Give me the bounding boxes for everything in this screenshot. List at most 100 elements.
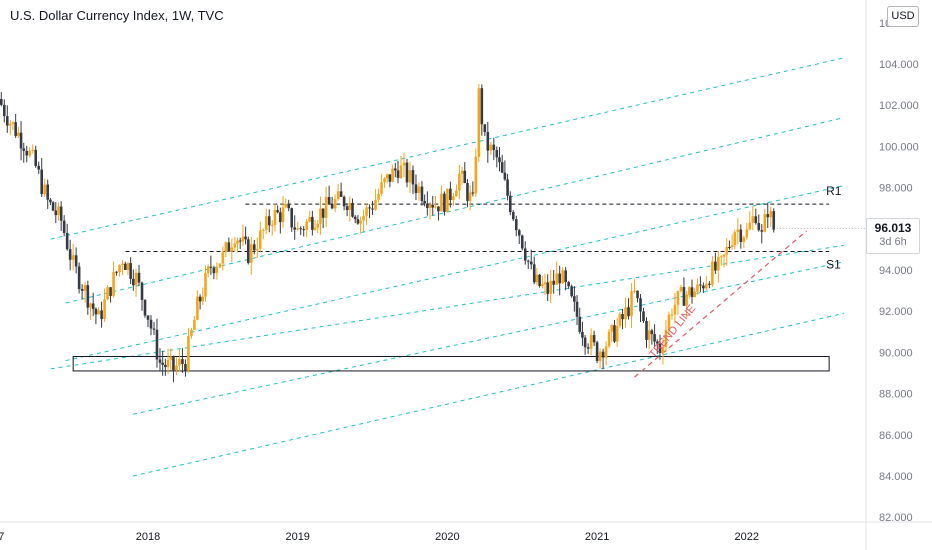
candle-body <box>520 235 524 249</box>
candle <box>319 196 322 235</box>
candle-body <box>230 247 234 252</box>
candle-body <box>339 191 343 197</box>
candle-body <box>570 286 573 297</box>
candle-body <box>321 208 325 218</box>
channel-line <box>65 185 845 362</box>
channel-line <box>132 261 845 415</box>
candle <box>89 302 92 320</box>
candle-body <box>578 316 582 332</box>
candle-body <box>143 299 147 316</box>
candle-body <box>772 211 776 230</box>
candle-body <box>699 284 702 286</box>
candle-body <box>178 359 181 366</box>
candle-body <box>279 212 282 223</box>
candle-body <box>218 263 222 268</box>
candle-body <box>221 252 225 264</box>
y-tick-label: 88.000 <box>879 389 913 401</box>
candle <box>196 290 199 321</box>
candle <box>103 288 106 322</box>
candle-body <box>552 280 555 285</box>
candle <box>158 348 162 372</box>
candle <box>5 105 9 133</box>
channel-line <box>50 244 845 370</box>
candle <box>517 228 521 245</box>
candle-body <box>443 193 446 212</box>
candle-body <box>653 334 656 342</box>
candle-body <box>598 351 602 361</box>
candle-body <box>374 199 377 210</box>
candle <box>543 273 547 295</box>
candle-body <box>345 206 349 211</box>
candle <box>736 218 740 245</box>
candle <box>284 198 288 209</box>
candle <box>440 185 443 212</box>
candle-body <box>255 248 259 251</box>
candle <box>402 152 406 178</box>
candle <box>520 234 524 251</box>
candle <box>423 194 426 207</box>
candle-body <box>238 240 242 242</box>
candle <box>238 237 242 250</box>
candle-body <box>402 162 406 166</box>
candle <box>667 311 671 336</box>
candle-body <box>209 266 213 268</box>
candle <box>342 195 346 211</box>
candle-body <box>690 287 694 298</box>
candle-body <box>733 232 737 246</box>
candle-body <box>233 243 237 248</box>
candle <box>598 348 602 369</box>
candle <box>97 307 100 315</box>
candle <box>187 327 190 373</box>
candle <box>152 322 156 336</box>
candle <box>699 276 702 293</box>
candle-body <box>399 165 403 178</box>
candle <box>46 179 50 210</box>
candle <box>452 193 455 206</box>
candle-body <box>673 304 677 315</box>
candle-body <box>281 207 285 223</box>
candle-body <box>702 285 705 289</box>
candle-body <box>549 280 552 294</box>
candle <box>336 183 340 201</box>
x-tick-label: 2018 <box>136 531 160 543</box>
candle <box>164 358 167 376</box>
candle <box>455 184 458 197</box>
candle <box>682 277 686 307</box>
candle <box>696 278 699 295</box>
candle-body <box>739 229 743 243</box>
candle <box>739 224 743 249</box>
candle-body <box>480 88 484 125</box>
candle <box>630 283 633 329</box>
candle <box>380 173 383 197</box>
y-tick-label: 102.000 <box>879 100 919 112</box>
candle <box>514 215 518 237</box>
candle-body <box>586 347 590 349</box>
candle <box>161 350 164 376</box>
candle <box>143 299 147 318</box>
candle <box>169 348 173 371</box>
candle <box>109 286 112 303</box>
candle <box>658 334 662 360</box>
candle-body <box>11 122 15 124</box>
candle-body <box>356 219 360 224</box>
candle <box>670 308 674 320</box>
candle-body <box>276 210 279 213</box>
candle-body <box>89 303 92 308</box>
candle <box>351 198 354 218</box>
candle <box>396 160 400 184</box>
candle-body <box>434 206 437 208</box>
currency-button[interactable]: USD <box>887 6 919 27</box>
candle-body <box>371 208 374 210</box>
candle-body <box>589 335 593 349</box>
candle <box>463 162 467 184</box>
candle <box>621 308 624 330</box>
candle <box>532 256 536 285</box>
candle <box>443 191 446 216</box>
candle <box>688 286 691 299</box>
candle-body <box>417 186 421 194</box>
candle <box>627 298 630 320</box>
candle <box>437 206 440 221</box>
candle <box>8 120 12 136</box>
candle-body <box>319 208 322 224</box>
